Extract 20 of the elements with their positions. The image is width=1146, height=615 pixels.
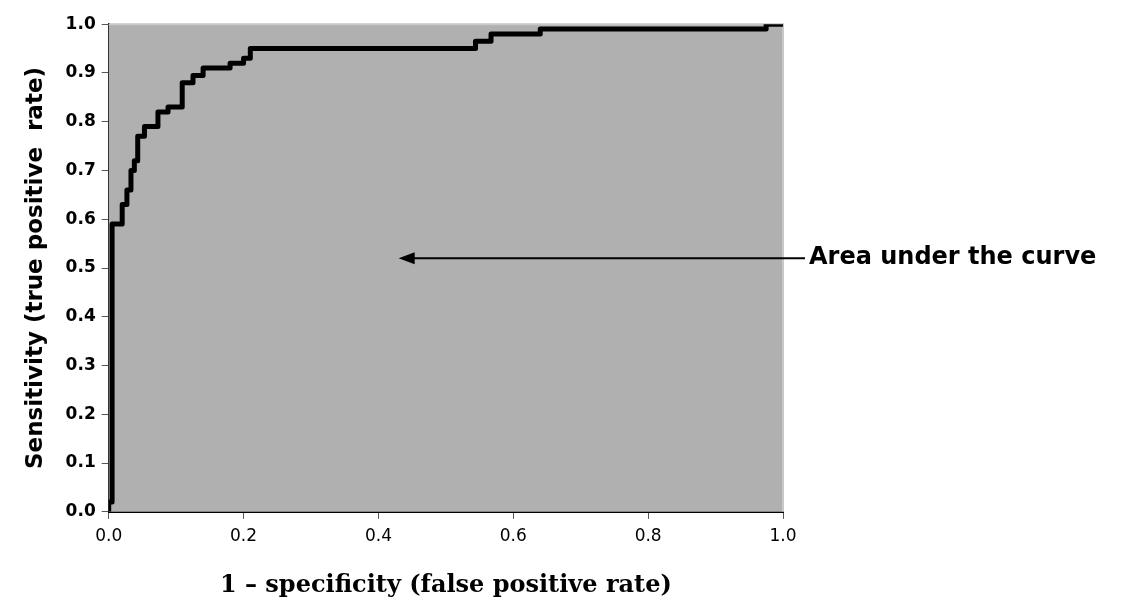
x-tick-label: 0.2 (230, 525, 258, 546)
y-tick-label: 0.0 (65, 500, 96, 521)
y-tick-label: 0.2 (65, 402, 96, 423)
y-tick-label: 1.0 (65, 12, 96, 33)
text: Area under the curve (809, 242, 1097, 271)
x-tick-label: 1.0 (769, 525, 797, 546)
x-tick-label: 0.8 (634, 525, 662, 546)
x-tick-label: 0.0 (95, 525, 123, 546)
x-tick-label: 0.6 (499, 525, 527, 546)
y-tick-label: 0.6 (65, 207, 96, 228)
y-tick-label: 0.1 (65, 451, 96, 472)
y-tick-label: 0.3 (65, 353, 96, 374)
y-tick-label: 0.9 (65, 61, 96, 82)
y-tick-label: 0.8 (65, 110, 96, 131)
y-tick-label: 0.4 (65, 305, 96, 326)
y-axis-title: Sensitivity (true positive rate) (20, 67, 47, 469)
x-tick-label: 0.4 (364, 525, 392, 546)
y-tick-label: 0.7 (65, 158, 96, 179)
y-tick-label: 0.5 (65, 256, 96, 277)
x-axis-title: 1 – specificity (false positive rate) (219, 568, 672, 598)
